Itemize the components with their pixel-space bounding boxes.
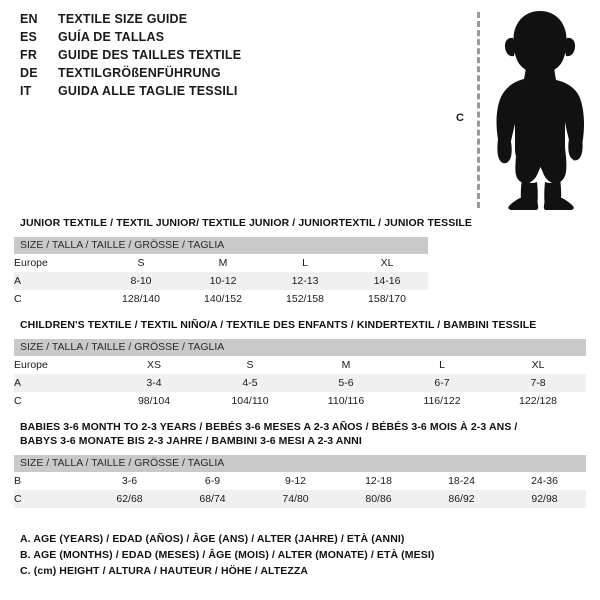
- section-childrens-textile: CHILDREN'S TEXTILE / TEXTIL NIÑO/A / TEX…: [14, 318, 587, 410]
- section-title: CHILDREN'S TEXTILE / TEXTIL NIÑO/A / TEX…: [20, 319, 537, 331]
- table-cell: 3-4: [106, 374, 202, 392]
- table-header-row: SIZE / TALLA / TAILLE / GRÖSSE / TAGLIA: [14, 455, 587, 472]
- table-cell: 7-8: [490, 374, 587, 392]
- table-cell: 9-12: [254, 472, 337, 490]
- height-indicator-label: C: [456, 112, 464, 124]
- section-junior-textile: JUNIOR TEXTILE / TEXTIL JUNIOR/ TEXTILE …: [14, 216, 472, 308]
- table-cell: L: [264, 254, 346, 272]
- table-cell: 92/98: [503, 490, 587, 508]
- language-header-block: EN TEXTILE SIZE GUIDE ES GUÍA DE TALLAS …: [20, 12, 440, 102]
- table-cell: 152/158: [264, 290, 346, 308]
- section-title: JUNIOR TEXTILE / TEXTIL JUNIOR/ TEXTILE …: [20, 217, 472, 229]
- table-cell: 128/140: [100, 290, 182, 308]
- language-code-es: ES: [20, 30, 38, 44]
- table-cell: 140/152: [182, 290, 264, 308]
- language-code-fr: FR: [20, 48, 38, 62]
- table-cell: 24-36: [503, 472, 587, 490]
- guide-title-es: GUÍA DE TALLAS: [58, 30, 165, 44]
- row-label: C: [14, 290, 100, 308]
- table-cell: XL: [490, 356, 587, 374]
- babies-size-table: SIZE / TALLA / TAILLE / GRÖSSE / TAGLIA …: [14, 455, 587, 508]
- table-cell: 104/110: [202, 392, 298, 410]
- guide-title-en: TEXTILE SIZE GUIDE: [58, 12, 188, 26]
- table-cell: 3-6: [88, 472, 171, 490]
- section-title-line2: BABYS 3-6 MONATE BIS 2-3 JAHRE / BAMBINI…: [20, 435, 362, 447]
- row-label: C: [14, 392, 106, 410]
- table-cell: 12-13: [264, 272, 346, 290]
- legend-line-a: A. AGE (YEARS) / EDAD (AÑOS) / ÂGE (ANS)…: [20, 533, 405, 545]
- row-label: A: [14, 272, 100, 290]
- table-row: Europe S M L XL: [14, 254, 429, 272]
- table-cell: 116/122: [394, 392, 490, 410]
- table-cell: 14-16: [346, 272, 429, 290]
- table-cell: M: [298, 356, 394, 374]
- language-code-en: EN: [20, 12, 38, 26]
- table-header-row: SIZE / TALLA / TAILLE / GRÖSSE / TAGLIA: [14, 339, 587, 356]
- table-cell: XL: [346, 254, 429, 272]
- table-cell: 62/68: [88, 490, 171, 508]
- table-cell: 5-6: [298, 374, 394, 392]
- table-cell: 6-7: [394, 374, 490, 392]
- table-row: C 98/104 104/110 110/116 116/122 122/128: [14, 392, 587, 410]
- table-cell: 68/74: [171, 490, 254, 508]
- row-label: A: [14, 374, 106, 392]
- language-code-de: DE: [20, 66, 38, 80]
- language-row: FR GUIDE DES TAILLES TEXTILE: [20, 48, 440, 66]
- row-label: B: [14, 472, 88, 490]
- size-header-label: SIZE / TALLA / TAILLE / GRÖSSE / TAGLIA: [14, 237, 429, 254]
- toddler-silhouette-icon: [496, 11, 584, 210]
- table-cell: 4-5: [202, 374, 298, 392]
- table-cell: 86/92: [420, 490, 503, 508]
- guide-title-it: GUIDA ALLE TAGLIE TESSILI: [58, 84, 238, 98]
- table-cell: 98/104: [106, 392, 202, 410]
- table-cell: 8-10: [100, 272, 182, 290]
- table-cell: 12-18: [337, 472, 420, 490]
- children-size-table: SIZE / TALLA / TAILLE / GRÖSSE / TAGLIA …: [14, 339, 587, 410]
- section-title-line1: BABIES 3-6 MONTH TO 2-3 YEARS / BEBÉS 3-…: [20, 421, 518, 433]
- language-row: ES GUÍA DE TALLAS: [20, 30, 440, 48]
- size-header-label: SIZE / TALLA / TAILLE / GRÖSSE / TAGLIA: [14, 339, 587, 356]
- table-cell: 74/80: [254, 490, 337, 508]
- table-cell: 158/170: [346, 290, 429, 308]
- table-cell: 10-12: [182, 272, 264, 290]
- table-cell: 18-24: [420, 472, 503, 490]
- table-cell: XS: [106, 356, 202, 374]
- legend-line-c: C. (cm) HEIGHT / ALTURA / HAUTEUR / HÖHE…: [20, 565, 309, 577]
- table-cell: 110/116: [298, 392, 394, 410]
- language-row: IT GUIDA ALLE TAGLIE TESSILI: [20, 84, 440, 102]
- language-code-it: IT: [20, 84, 32, 98]
- row-label: C: [14, 490, 88, 508]
- height-measurement-figure: C: [440, 8, 600, 213]
- table-row: A 8-10 10-12 12-13 14-16: [14, 272, 429, 290]
- table-cell: L: [394, 356, 490, 374]
- table-row: C 128/140 140/152 152/158 158/170: [14, 290, 429, 308]
- table-cell: 122/128: [490, 392, 587, 410]
- guide-title-fr: GUIDE DES TAILLES TEXTILE: [58, 48, 242, 62]
- row-label: Europe: [14, 254, 100, 272]
- table-row: A 3-4 4-5 5-6 6-7 7-8: [14, 374, 587, 392]
- table-row: C 62/68 68/74 74/80 80/86 86/92 92/98: [14, 490, 587, 508]
- section-babies-textile: BABIES 3-6 MONTH TO 2-3 YEARS / BEBÉS 3-…: [14, 420, 587, 508]
- language-row: EN TEXTILE SIZE GUIDE: [20, 12, 440, 30]
- table-header-row: SIZE / TALLA / TAILLE / GRÖSSE / TAGLIA: [14, 237, 429, 254]
- guide-title-de: TEXTILGRÖßENFÜHRUNG: [58, 66, 221, 80]
- legend-block: A. AGE (YEARS) / EDAD (AÑOS) / ÂGE (ANS)…: [20, 531, 540, 579]
- legend-line-b: B. AGE (MONTHS) / EDAD (MESES) / ÂGE (MO…: [20, 549, 435, 561]
- language-row: DE TEXTILGRÖßENFÜHRUNG: [20, 66, 440, 84]
- table-cell: S: [202, 356, 298, 374]
- table-cell: 6-9: [171, 472, 254, 490]
- table-row: Europe XS S M L XL: [14, 356, 587, 374]
- row-label: Europe: [14, 356, 106, 374]
- table-cell: S: [100, 254, 182, 272]
- size-header-label: SIZE / TALLA / TAILLE / GRÖSSE / TAGLIA: [14, 455, 587, 472]
- table-row: B 3-6 6-9 9-12 12-18 18-24 24-36: [14, 472, 587, 490]
- table-cell: 80/86: [337, 490, 420, 508]
- table-cell: M: [182, 254, 264, 272]
- height-dashed-line: [477, 12, 480, 208]
- junior-size-table: SIZE / TALLA / TAILLE / GRÖSSE / TAGLIA …: [14, 237, 429, 308]
